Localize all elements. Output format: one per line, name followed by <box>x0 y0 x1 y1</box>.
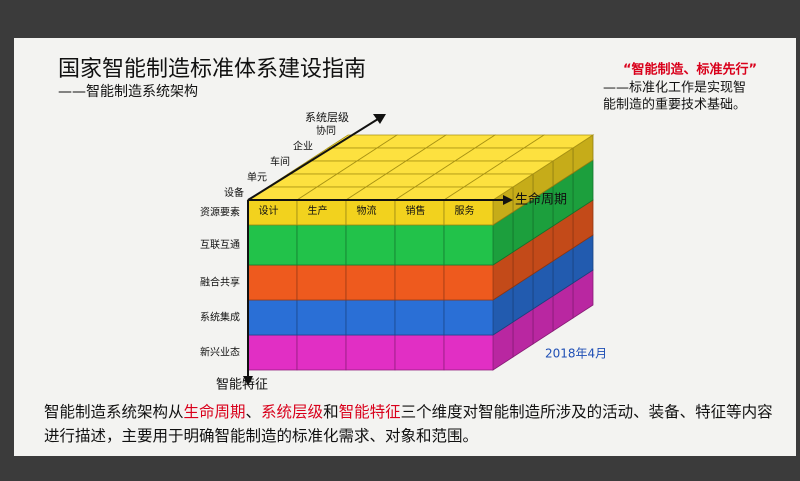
emphasis-text: 生命周期 <box>183 403 246 421</box>
axis-label: 智能特征 <box>216 378 268 393</box>
arrow-head <box>503 195 513 205</box>
cube-front <box>394 334 445 371</box>
axis-label: 系统层级 <box>305 111 349 124</box>
emphasis-text: 系统层级 <box>261 403 324 421</box>
axes: 智能特征 生命周期 系统层级 <box>216 111 567 393</box>
cube-front <box>394 299 445 336</box>
cube-front <box>296 264 347 301</box>
cube-front <box>345 264 396 301</box>
cube-front <box>247 199 298 226</box>
cube-front <box>394 264 445 301</box>
cube-front <box>345 299 396 336</box>
level-label: 企业 <box>293 140 313 153</box>
description: 智能制造系统架构从生命周期、系统层级和智能特征三个维度对智能制造所涉及的活动、装… <box>44 400 779 448</box>
layer-label: 系统集成 <box>200 311 240 324</box>
cube-front <box>394 224 445 266</box>
layer-label: 资源要素 <box>200 206 240 219</box>
cube-front <box>443 299 494 336</box>
text: 和 <box>323 403 339 421</box>
cube <box>246 134 595 371</box>
quote-line: ——标准化工作是实现智 <box>603 81 746 96</box>
axis-label: 生命周期 <box>515 192 567 208</box>
cube-front <box>345 334 396 371</box>
cube-front <box>247 224 298 266</box>
cube-front <box>394 199 445 226</box>
lifecycle-label: 物流 <box>357 204 377 217</box>
cube-front <box>247 264 298 301</box>
subtitle: ——智能制造系统架构 <box>58 84 198 100</box>
level-label: 设备 <box>224 186 244 199</box>
level-label: 车间 <box>270 155 290 168</box>
arrow-head <box>373 114 386 124</box>
layer-label: 互联互通 <box>200 239 240 251</box>
text: 三个维度对智能制造所涉及的活动、装备、特征等内容进行描述，主要用于明确智能制造的… <box>44 403 773 445</box>
text: 智能制造系统架构从 <box>44 403 184 421</box>
arrow-head <box>243 376 253 386</box>
cube-front <box>296 224 347 266</box>
title: 国家智能制造标准体系建设指南 <box>58 57 366 82</box>
lifecycle-label: 生产 <box>308 204 328 217</box>
cube-front <box>247 334 298 371</box>
date: 2018年4月 <box>545 347 607 361</box>
quote-headline: “智能制造、标准先行” <box>623 62 757 78</box>
cube-front <box>443 334 494 371</box>
layer-label: 新兴业态 <box>200 346 240 359</box>
level-label: 协同 <box>316 124 336 137</box>
level-label: 单元 <box>247 172 267 184</box>
axis-line <box>247 118 379 201</box>
cube-front <box>345 224 396 266</box>
lifecycle-label: 销售 <box>406 204 426 217</box>
quote-line: 能制造的重要技术基础。 <box>603 97 746 113</box>
cube-front <box>443 199 494 226</box>
cube-front <box>443 264 494 301</box>
cube-front <box>247 299 298 336</box>
emphasis-text: 智能特征 <box>338 403 401 421</box>
cube-front <box>296 299 347 336</box>
lifecycle-label: 设计 <box>259 204 279 217</box>
text: 、 <box>245 403 262 421</box>
cube-front <box>443 224 494 266</box>
cube-front <box>296 334 347 371</box>
layer-label: 融合共享 <box>200 276 240 289</box>
cube-front <box>345 199 396 226</box>
lifecycle-label: 服务 <box>455 204 475 217</box>
